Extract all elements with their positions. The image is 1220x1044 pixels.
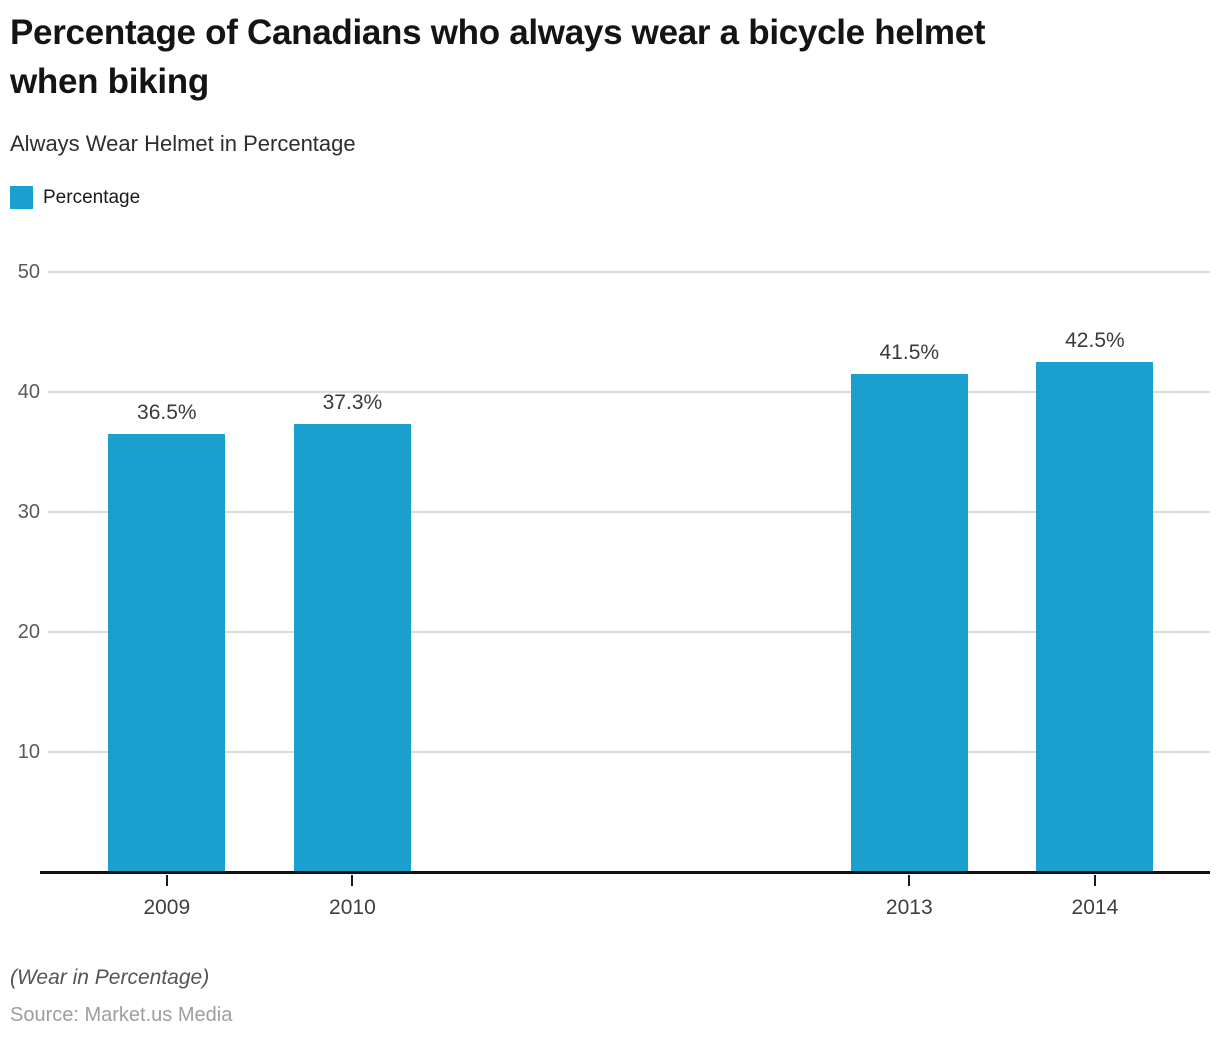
y-axis-label-50: 50 <box>17 261 40 283</box>
bar-value-label-2013: 41.5% <box>879 341 940 364</box>
plot-area: 36.5% 2009 37.3% 2010 41.5% 2013 42.5% 2014 <box>48 271 1210 919</box>
chart-region: 36.5% 2009 37.3% 2010 41.5% 2013 42.5% 2014 10 2… <box>0 261 1210 919</box>
legend-label: Percentage <box>43 186 141 208</box>
source-credit: Source: Market.us Media <box>10 1004 233 1026</box>
x-axis-tick-2010 <box>351 875 354 886</box>
bar-2010[interactable] <box>293 424 411 872</box>
bar-value-label-2009: 36.5% <box>137 401 197 424</box>
x-axis-tick-2009 <box>165 875 168 886</box>
bar-value-label-2010: 37.3% <box>322 391 383 415</box>
x-axis-label-2010: 2010 <box>329 896 376 919</box>
y-axis-label-30: 30 <box>17 501 40 523</box>
x-axis-label-2009: 2009 <box>143 896 191 919</box>
chart-title-line-2: when biking <box>10 62 209 101</box>
gridline-y-20 <box>48 631 1210 633</box>
y-axis-label-20: 20 <box>17 621 40 643</box>
x-axis-label-2013: 2013 <box>885 896 933 919</box>
chart-subtitle: Always Wear Helmet in Percentage <box>10 131 356 156</box>
gridline-y-40 <box>48 391 1210 393</box>
chart-title: Percentage of Canadians who always wear … <box>10 8 1210 106</box>
bar-2013[interactable] <box>850 374 968 872</box>
chart-title-line-1: Percentage of Canadians who always wear … <box>10 13 986 52</box>
gridline-y-30 <box>48 511 1210 513</box>
x-axis-tick-2014 <box>1093 875 1096 886</box>
footnote: (Wear in Percentage) <box>10 966 210 989</box>
x-axis-line <box>40 871 1210 874</box>
legend-swatch-icon <box>10 186 33 209</box>
legend-item-percentage[interactable]: Percentage <box>10 186 140 209</box>
bar-2009[interactable] <box>108 434 226 872</box>
x-axis-label-2014: 2014 <box>1071 896 1119 919</box>
y-axis-label-10: 10 <box>17 741 40 763</box>
gridline-y-50 <box>48 271 1210 273</box>
gridline-y-10 <box>48 751 1210 753</box>
bar-2014[interactable] <box>1036 362 1154 872</box>
y-axis-label-40: 40 <box>17 381 40 403</box>
bar-value-label-2014: 42.5% <box>1065 329 1125 352</box>
x-axis-tick-2013 <box>908 875 911 886</box>
